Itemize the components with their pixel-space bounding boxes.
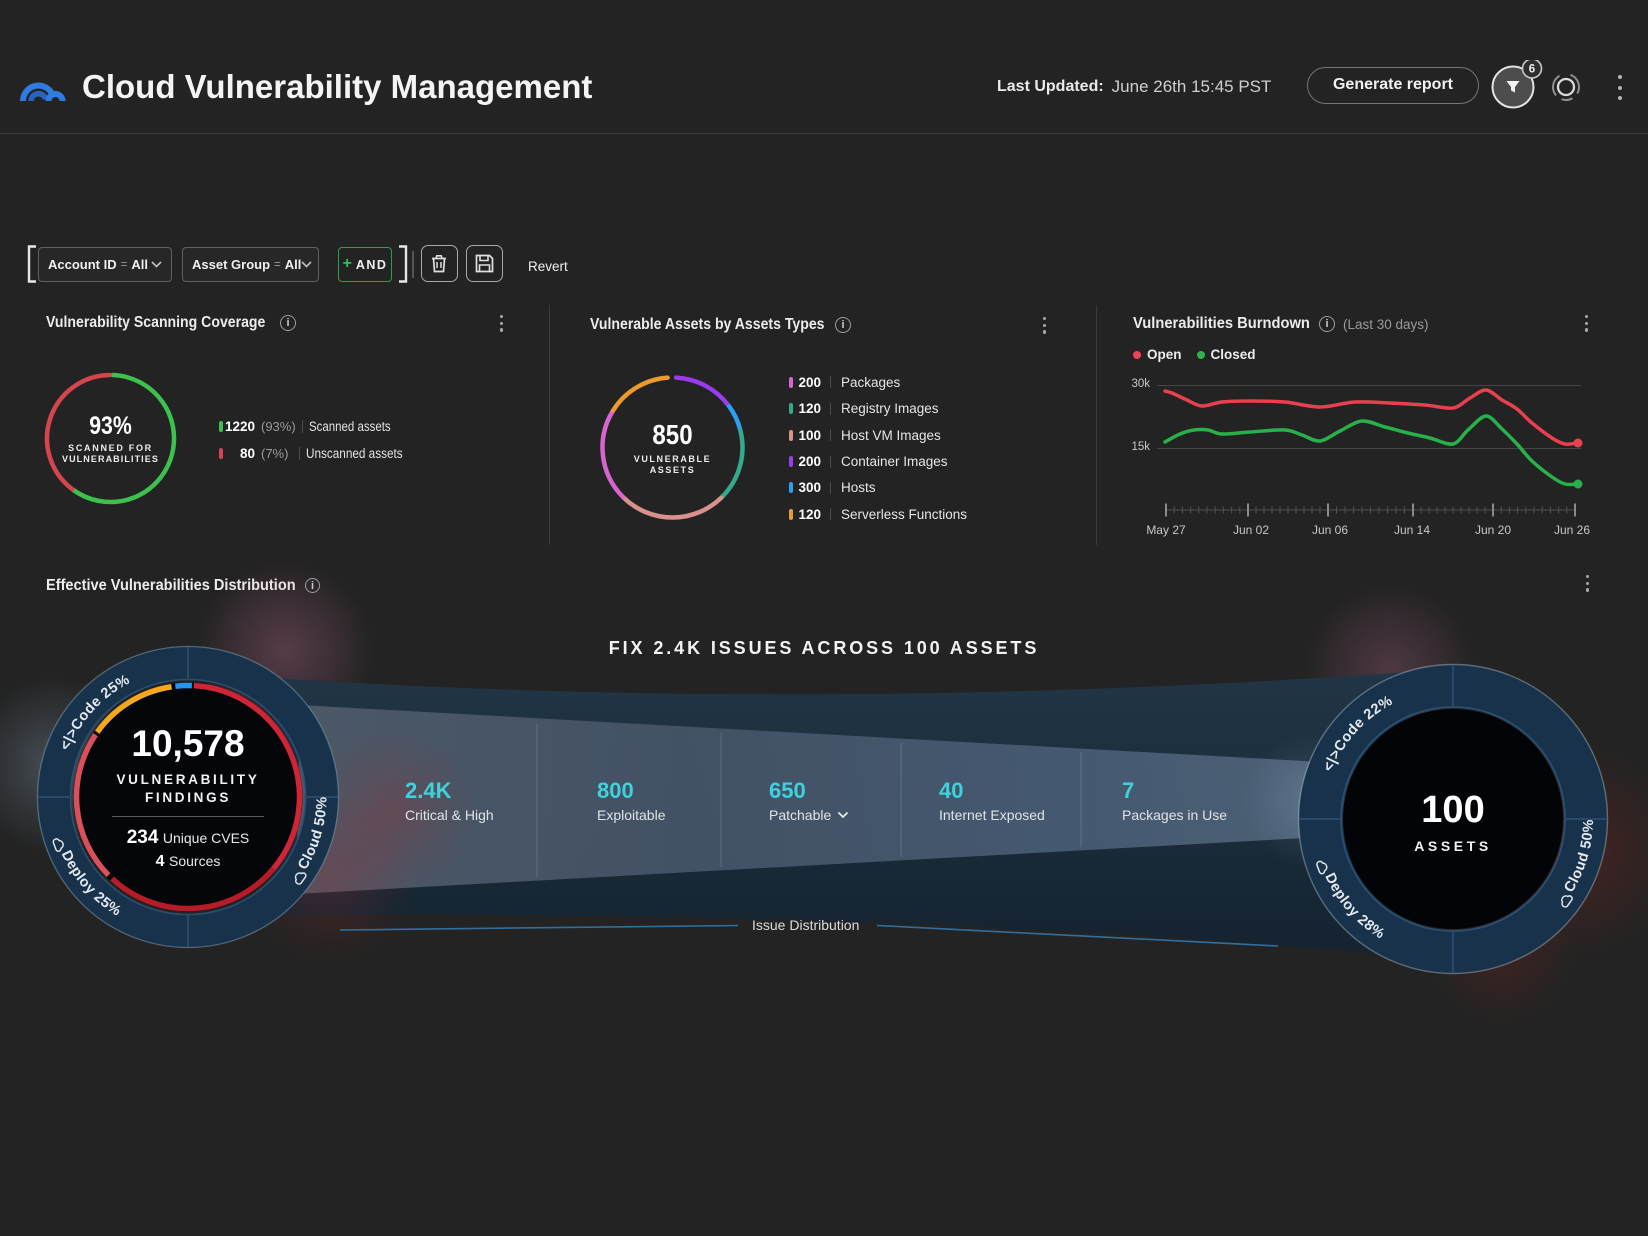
svg-text:6: 6 bbox=[1529, 64, 1535, 76]
